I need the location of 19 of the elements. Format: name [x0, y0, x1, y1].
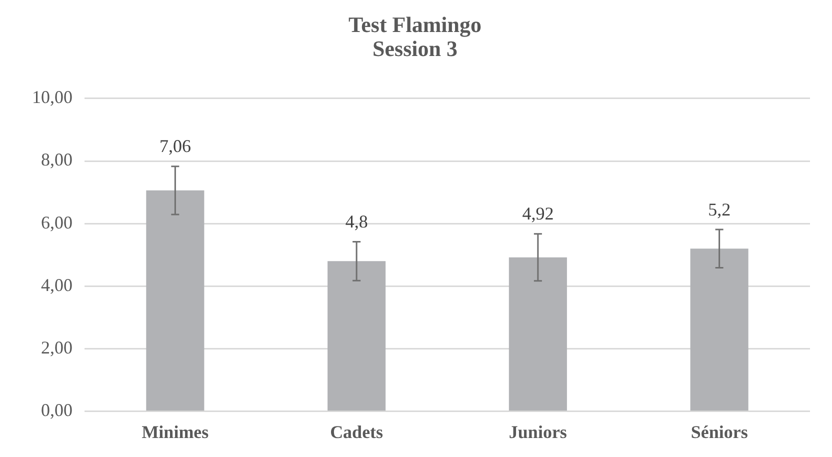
- chart-title: Test Flamingo Session 3: [348, 12, 482, 61]
- data-label: 4,92: [522, 204, 554, 224]
- y-tick-label: 10,00: [32, 87, 72, 108]
- data-label: 5,2: [708, 199, 731, 220]
- y-tick-label: 6,00: [41, 212, 72, 232]
- x-tick-label: Juniors: [508, 422, 567, 442]
- bar: [690, 248, 748, 411]
- y-tick-label: 8,00: [41, 150, 72, 170]
- x-tick-label: Minimes: [142, 422, 209, 442]
- data-label: 4,8: [345, 211, 368, 232]
- y-tick-label: 2,00: [41, 338, 72, 358]
- bar: [146, 190, 204, 411]
- x-tick-label: Séniors: [690, 422, 748, 442]
- y-tick-label: 4,00: [41, 274, 72, 295]
- y-tick-label: 0,00: [41, 400, 72, 420]
- bar: [508, 257, 567, 411]
- x-tick-label: Cadets: [330, 422, 384, 442]
- bar: [328, 261, 386, 411]
- data-label: 7,06: [159, 136, 191, 156]
